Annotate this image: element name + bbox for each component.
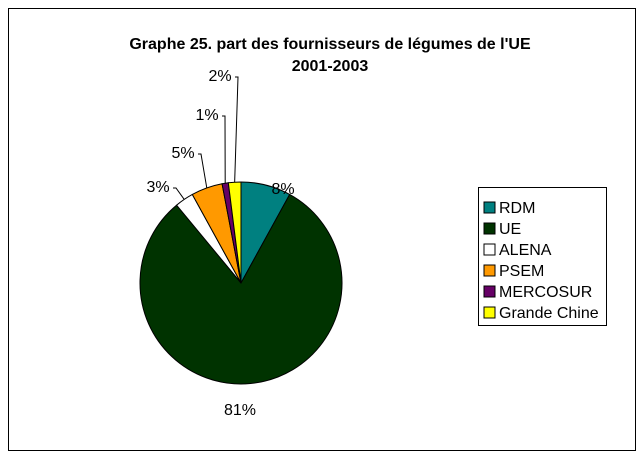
data-label: 5% bbox=[171, 145, 194, 162]
legend-label: Grande Chine bbox=[499, 305, 599, 322]
leader-line bbox=[222, 115, 226, 184]
legend-swatch bbox=[483, 285, 496, 298]
legend-label: MERCOSUR bbox=[499, 284, 592, 301]
legend-swatch bbox=[483, 222, 496, 235]
data-label: 1% bbox=[195, 107, 218, 124]
legend-swatch bbox=[483, 201, 496, 214]
data-label: 8% bbox=[271, 181, 294, 198]
data-label: 81% bbox=[224, 402, 256, 419]
chart-title: Graphe 25. part des fournisseurs de légu… bbox=[129, 36, 531, 75]
legend-swatch bbox=[483, 264, 496, 277]
legend-label: RDM bbox=[499, 200, 535, 217]
data-label: 3% bbox=[146, 179, 169, 196]
legend-swatch bbox=[483, 306, 496, 319]
leader-line bbox=[198, 153, 208, 189]
legend-label: ALENA bbox=[499, 242, 552, 259]
leader-line bbox=[234, 76, 239, 183]
legend-label: UE bbox=[499, 221, 521, 238]
leader-line bbox=[173, 187, 185, 200]
data-label: 2% bbox=[208, 68, 231, 85]
legend-label: PSEM bbox=[499, 263, 544, 280]
legend-box bbox=[478, 187, 607, 326]
legend-swatch bbox=[483, 243, 496, 256]
pie-slice bbox=[139, 193, 343, 385]
